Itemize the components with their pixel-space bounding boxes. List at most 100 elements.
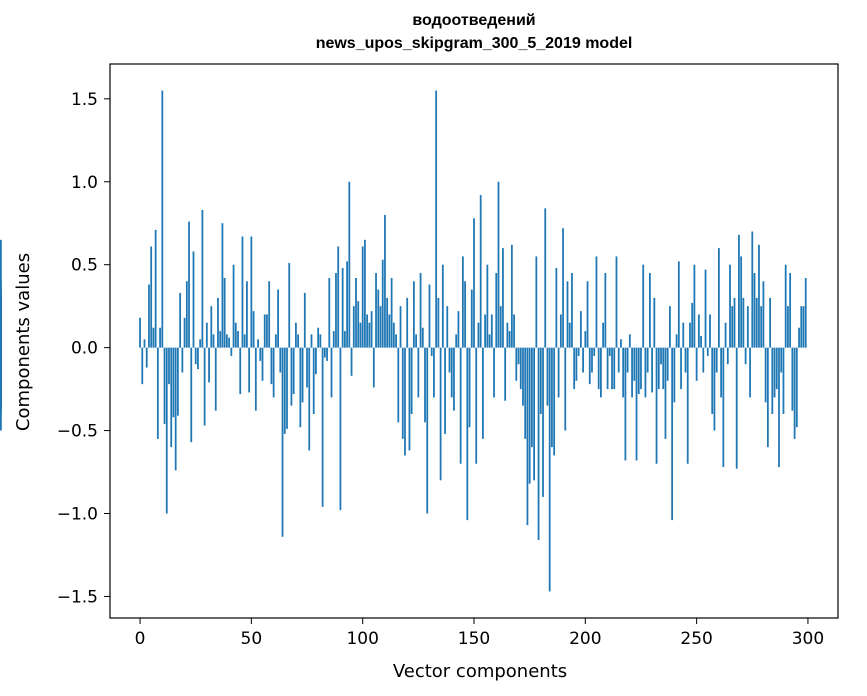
bar: [426, 347, 429, 514]
x-axis-label: Vector components: [393, 661, 567, 682]
bar: [430, 347, 433, 356]
x-tick-label: 100: [346, 629, 378, 649]
bar: [600, 347, 602, 398]
bars-group: [0, 90, 807, 592]
bar: [706, 347, 709, 356]
bar: [355, 277, 357, 348]
bar: [713, 347, 716, 431]
bar: [620, 339, 622, 348]
y-tick-label: 1.0: [71, 173, 98, 193]
bar: [700, 336, 702, 348]
bar: [357, 301, 360, 348]
bar: [775, 347, 778, 390]
bar: [406, 297, 409, 348]
bar: [0, 347, 2, 411]
bar: [279, 347, 282, 373]
bar: [303, 292, 306, 348]
bar: [433, 347, 435, 398]
bar: [415, 334, 418, 348]
bar: [675, 334, 678, 348]
bar: [208, 347, 210, 383]
bar: [297, 334, 300, 348]
bar: [526, 347, 529, 526]
bar: [564, 347, 567, 431]
bar: [437, 297, 440, 348]
bar: [364, 239, 366, 348]
bar: [653, 297, 656, 348]
bar: [228, 337, 230, 348]
bar: [461, 256, 464, 348]
bar: [326, 347, 328, 361]
bar: [751, 231, 754, 348]
bar: [566, 281, 569, 348]
bar: [702, 347, 705, 373]
bar: [370, 311, 373, 348]
bar: [163, 347, 166, 424]
bar: [533, 347, 535, 481]
bar: [568, 322, 571, 348]
bar: [530, 347, 533, 448]
bar: [290, 347, 293, 406]
bar: [562, 228, 564, 348]
bar: [686, 347, 689, 464]
bar: [613, 347, 616, 390]
bar: [684, 347, 687, 373]
bar: [764, 347, 767, 403]
bar: [457, 311, 460, 348]
y-tick-label: −1.5: [57, 587, 98, 607]
bar: [715, 347, 718, 373]
bar: [392, 322, 395, 348]
bar: [595, 256, 598, 348]
bar: [499, 306, 502, 348]
bar: [375, 272, 377, 348]
bar: [559, 314, 562, 348]
bar: [321, 347, 324, 507]
bar: [359, 322, 362, 348]
bar: [188, 221, 190, 348]
bar: [655, 347, 658, 464]
bar: [608, 347, 611, 356]
bar: [628, 334, 631, 348]
bar: [154, 229, 157, 348]
bar: [804, 277, 807, 348]
bar: [695, 347, 698, 381]
bar: [648, 272, 651, 348]
bar: [384, 214, 386, 348]
bar: [439, 347, 442, 481]
bar: [490, 314, 493, 348]
bar: [372, 347, 375, 388]
bar: [755, 297, 758, 348]
bar: [450, 347, 453, 398]
bar: [268, 281, 271, 348]
bar: [731, 306, 734, 348]
bar: [170, 347, 173, 448]
bar: [749, 347, 751, 398]
bar: [479, 195, 482, 348]
bar: [544, 208, 547, 348]
bar: [464, 281, 466, 348]
bar: [720, 347, 723, 398]
bar: [368, 322, 371, 348]
bar: [704, 269, 707, 348]
y-axis: 1.5 1.0 0.5 0.0 −0.5 −1.0 −1.5: [57, 90, 110, 607]
bar: [482, 347, 484, 439]
bar: [631, 347, 633, 398]
bar: [312, 347, 315, 414]
bar: [626, 347, 629, 373]
bar: [729, 264, 731, 348]
bar: [183, 317, 186, 348]
bar: [446, 306, 449, 348]
bar: [477, 322, 480, 348]
bar: [657, 347, 660, 390]
bar: [640, 347, 642, 390]
bar: [310, 334, 313, 348]
bar: [341, 268, 344, 348]
bar: [760, 306, 763, 348]
bar: [515, 347, 518, 381]
bar: [179, 292, 182, 348]
bar: [691, 302, 694, 348]
bar: [261, 347, 264, 381]
bar: [475, 347, 478, 464]
bar: [662, 347, 665, 390]
bar: [660, 347, 662, 365]
